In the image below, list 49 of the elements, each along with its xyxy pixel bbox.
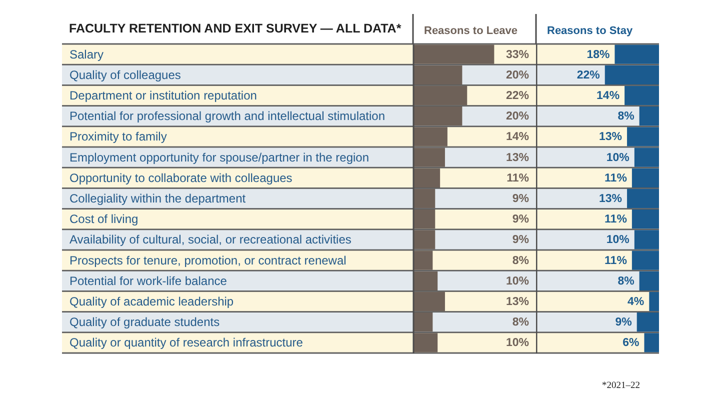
- data-label: 8%: [618, 110, 634, 123]
- y-tick-label: Employment opportunity for spouse/partner in the region: [70, 150, 370, 164]
- y-tick-label: Prospects for tenure, promotion, or contract renewal: [70, 253, 346, 268]
- data-label: 10%: [506, 275, 529, 288]
- data-label: 11%: [604, 172, 627, 184]
- data-label: 20%: [506, 69, 529, 82]
- y-tick-label: Salary: [70, 47, 104, 62]
- data-label: 20%: [506, 110, 529, 123]
- text: FACULTY RETENTION AND EXIT SURVEY — ALL DATA*: [69, 22, 402, 36]
- data-label: 13%: [506, 152, 529, 164]
- data-label: 9%: [512, 234, 529, 246]
- y-tick-label: Opportunity to collaborate with colleagues: [70, 170, 292, 185]
- data-label: 13%: [598, 193, 622, 205]
- data-label: 11%: [506, 172, 529, 184]
- data-label: 9%: [615, 316, 632, 329]
- data-label: 8%: [512, 316, 529, 329]
- data-label: 22%: [576, 69, 600, 82]
- y-tick-label: Cost of living: [70, 212, 138, 226]
- data-label: 9%: [512, 193, 529, 205]
- data-label: 6%: [622, 337, 640, 350]
- data-label: 11%: [604, 214, 627, 226]
- y-tick-label: Proximity to family: [70, 130, 167, 144]
- y-tick-label: Quality of academic leadership: [70, 294, 234, 308]
- data-label: 11%: [604, 254, 627, 267]
- data-label: 4%: [628, 296, 644, 308]
- data-label: 8%: [618, 275, 634, 288]
- data-label: 14%: [506, 131, 529, 144]
- series-label: Reasons to Stay: [547, 25, 634, 37]
- data-label: 8%: [512, 254, 529, 267]
- y-tick-label: Collegiality within the department: [70, 192, 246, 206]
- y-tick-label: Department or institution reputation: [70, 88, 257, 102]
- data-label: 10%: [606, 152, 630, 164]
- data-label: 10%: [606, 234, 630, 246]
- y-tick-label: Potential for professional growth and intellectual stimulation: [70, 109, 386, 124]
- data-label: 18%: [586, 48, 610, 61]
- y-tick-label: Quality of graduate students: [70, 315, 220, 330]
- data-label: 33%: [506, 48, 529, 61]
- y-tick-label: Potential for work-life balance: [70, 274, 228, 288]
- text: *2021–22: [602, 381, 640, 391]
- data-label: 13%: [506, 296, 529, 308]
- data-label: 13%: [598, 131, 622, 144]
- data-label: 10%: [506, 337, 529, 350]
- series-label: Reasons to Leave: [424, 25, 518, 37]
- y-tick-label: Availability of cultural, social, or recreational activities: [70, 232, 352, 247]
- data-label: 22%: [506, 90, 529, 102]
- data-label: 9%: [512, 214, 529, 226]
- data-label: 14%: [596, 90, 620, 102]
- y-tick-label: Quality of colleagues: [70, 68, 181, 82]
- y-tick-label: Quality or quantity of research infrastructure: [70, 336, 304, 350]
